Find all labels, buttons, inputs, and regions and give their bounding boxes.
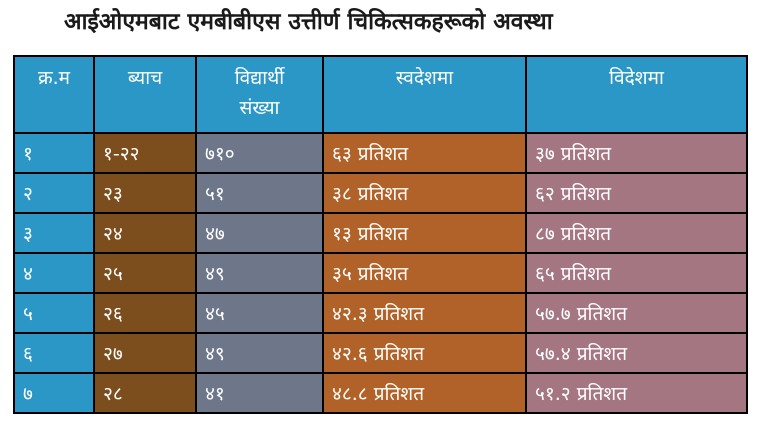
header-abroad: विदेशमा [525,55,748,134]
cell-abroad: ५७.४ प्रतिशत [525,332,748,374]
table-header-row: क्र.म ब्याच विद्यार्थी संख्या स्वदेशमा व… [13,55,748,134]
header-students: विद्यार्थी संख्या [195,55,324,134]
cell-students: ४७ [195,212,324,254]
cell-batch: २८ [93,372,197,414]
cell-domestic: ४८.८ प्रतिशत [322,372,527,414]
cell-batch: २६ [93,292,197,334]
cell-batch: १-२२ [93,132,197,174]
cell-abroad: ६५ प्रतिशत [525,252,748,294]
cell-students: ४९ [195,332,324,374]
cell-domestic: ६३ प्रतिशत [322,132,527,174]
table-row: २ २३ ५१ ३८ प्रतिशत ६२ प्रतिशत [13,172,748,214]
cell-sn: ४ [13,252,95,294]
cell-batch: २५ [93,252,197,294]
cell-sn: ६ [13,332,95,374]
cell-students: ४९ [195,252,324,294]
page-title: आईओएमबाट एमबीबीएस उत्तीर्ण चिकित्सकहरूको… [64,9,553,35]
cell-batch: २७ [93,332,197,374]
cell-sn: ३ [13,212,95,254]
header-students-line1: विद्यार्थी [234,67,285,89]
cell-students: ७१० [195,132,324,174]
cell-domestic: ३५ प्रतिशत [322,252,527,294]
cell-students: ४१ [195,372,324,414]
table-row: ५ २६ ४५ ४२.३ प्रतिशत ५७.७ प्रतिशत [13,292,748,334]
header-students-line2: संख्या [239,97,280,119]
cell-students: ४५ [195,292,324,334]
table-row: ६ २७ ४९ ४२.६ प्रतिशत ५७.४ प्रतिशत [13,332,748,374]
header-domestic: स्वदेशमा [322,55,527,134]
cell-batch: २३ [93,172,197,214]
cell-abroad: ३७ प्रतिशत [525,132,748,174]
cell-abroad: ५१.२ प्रतिशत [525,372,748,414]
cell-students: ५१ [195,172,324,214]
cell-abroad: ८७ प्रतिशत [525,212,748,254]
table-row: ४ २५ ४९ ३५ प्रतिशत ६५ प्रतिशत [13,252,748,294]
cell-abroad: ६२ प्रतिशत [525,172,748,214]
cell-domestic: १३ प्रतिशत [322,212,527,254]
table-row: १ १-२२ ७१० ६३ प्रतिशत ३७ प्रतिशत [13,132,748,174]
cell-sn: २ [13,172,95,214]
cell-domestic: ३८ प्रतिशत [322,172,527,214]
cell-abroad: ५७.७ प्रतिशत [525,292,748,334]
data-table: क्र.म ब्याच विद्यार्थी संख्या स्वदेशमा व… [13,55,748,414]
cell-sn: १ [13,132,95,174]
cell-batch: २४ [93,212,197,254]
header-batch: ब्याच [93,55,197,134]
table-row: ३ २४ ४७ १३ प्रतिशत ८७ प्रतिशत [13,212,748,254]
cell-domestic: ४२.६ प्रतिशत [322,332,527,374]
cell-domestic: ४२.३ प्रतिशत [322,292,527,334]
header-sn: क्र.म [13,55,95,134]
cell-sn: ५ [13,292,95,334]
cell-sn: ७ [13,372,95,414]
table-row: ७ २८ ४१ ४८.८ प्रतिशत ५१.२ प्रतिशत [13,372,748,414]
